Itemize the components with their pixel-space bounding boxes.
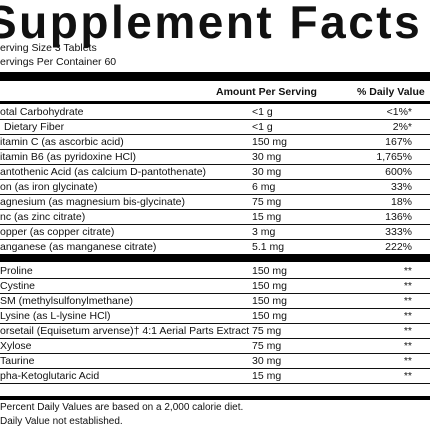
ingredient-name: Cystine <box>0 280 36 292</box>
amount-per-serving: 5.1 mg <box>252 241 285 253</box>
ingredient-name: Xylose <box>0 340 32 352</box>
ingredient-name: opper (as copper citrate) <box>0 226 115 238</box>
ingredient-name: Lysine (as L-lysine HCl) <box>0 310 111 322</box>
thick-divider <box>0 72 430 81</box>
daily-value: 18% <box>390 196 412 208</box>
daily-value: 600% <box>385 166 412 178</box>
daily-value: ** <box>403 310 412 322</box>
serving-size: erving Size 3 Tablets <box>0 42 97 54</box>
amount-per-serving: 150 mg <box>252 265 288 277</box>
amount-per-serving: 30 mg <box>252 151 282 163</box>
daily-value: ** <box>403 295 412 307</box>
amount-per-serving: <1 g <box>252 121 273 133</box>
ingredient-name: SM (methylsulfonylmethane) <box>0 295 134 307</box>
amount-per-serving: 15 mg <box>252 370 282 382</box>
daily-value: 1,765% <box>376 151 412 163</box>
table-row: pha-Ketoglutaric Acid 15 mg ** <box>0 370 430 384</box>
table-row: Dietary Fiber <1 g 2%* <box>0 121 430 135</box>
daily-value: ** <box>403 355 412 367</box>
table-row: itamin B6 (as pyridoxine HCl) 30 mg 1,765% <box>0 151 430 165</box>
ingredient-name: orsetail (Equisetum arvense)† 4:1 Aerial… <box>0 325 250 337</box>
daily-value: 136% <box>385 211 412 223</box>
daily-value: 33% <box>390 181 412 193</box>
amount-per-serving: 75 mg <box>252 196 282 208</box>
ingredient-name: pha-Ketoglutaric Acid <box>0 370 100 382</box>
daily-value: <1%* <box>386 106 412 118</box>
amount-per-serving: 30 mg <box>252 166 282 178</box>
amount-per-serving: 15 mg <box>252 211 282 223</box>
daily-value: 222% <box>385 241 412 253</box>
table-row: Proline 150 mg ** <box>0 265 430 279</box>
daily-value: 2%* <box>392 121 412 133</box>
amount-per-serving: <1 g <box>252 106 273 118</box>
daily-value: ** <box>403 280 412 292</box>
daily-value: 333% <box>385 226 412 238</box>
header-divider <box>0 101 430 104</box>
section-divider <box>0 254 430 262</box>
amount-per-serving: 150 mg <box>252 280 288 292</box>
amount-per-serving: 75 mg <box>252 325 282 337</box>
daily-value-header: % Daily Value <box>357 86 425 98</box>
table-row: opper (as copper citrate) 3 mg 333% <box>0 226 430 240</box>
ingredient-name: itamin B6 (as pyridoxine HCl) <box>0 151 136 163</box>
table-row: orsetail (Equisetum arvense)† 4:1 Aerial… <box>0 325 430 339</box>
servings-per-container: ervings Per Container 60 <box>0 56 117 68</box>
ingredient-name: Proline <box>0 265 33 277</box>
ingredient-name: Dietary Fiber <box>4 121 65 133</box>
ingredient-name: nc (as zinc citrate) <box>0 211 86 223</box>
amount-per-serving: 30 mg <box>252 355 282 367</box>
ingredient-name: otal Carbohydrate <box>0 106 84 118</box>
table-row: Taurine 30 mg ** <box>0 355 430 369</box>
amount-per-serving: 6 mg <box>252 181 276 193</box>
table-row: agnesium (as magnesium bis-glycinate) 75 … <box>0 196 430 210</box>
daily-value: ** <box>403 370 412 382</box>
table-row: nc (as zinc citrate) 15 mg 136% <box>0 211 430 225</box>
ingredient-name: agnesium (as magnesium bis-glycinate) <box>0 196 185 208</box>
amount-per-serving: 75 mg <box>252 340 282 352</box>
table-row: Xylose 75 mg ** <box>0 340 430 354</box>
table-row: Lysine (as L-lysine HCl) 150 mg ** <box>0 310 430 324</box>
amount-per-serving: 150 mg <box>252 310 288 322</box>
amount-per-serving: 3 mg <box>252 226 276 238</box>
ingredient-name: Taurine <box>0 355 35 367</box>
table-row: otal Carbohydrate <1 g <1%* <box>0 106 430 120</box>
daily-value: ** <box>403 325 412 337</box>
footer-divider <box>0 396 430 400</box>
amount-per-serving: 150 mg <box>252 295 288 307</box>
footnote-not-established: Daily Value not established. <box>0 416 123 427</box>
daily-value: ** <box>403 265 412 277</box>
table-row: Cystine 150 mg ** <box>0 280 430 294</box>
ingredient-name: on (as iron glycinate) <box>0 181 98 193</box>
daily-value: 167% <box>385 136 412 148</box>
ingredient-name: itamin C (as ascorbic acid) <box>0 136 124 148</box>
daily-value: ** <box>403 340 412 352</box>
table-row: antothenic Acid (as calcium D-pantothena… <box>0 166 430 180</box>
table-row: itamin C (as ascorbic acid) 150 mg 167% <box>0 136 430 150</box>
panel-title: Supplement Facts <box>0 0 423 48</box>
table-row: anganese (as manganese citrate) 5.1 mg 222… <box>0 241 430 255</box>
ingredient-name: antothenic Acid (as calcium D-pantothena… <box>0 166 207 178</box>
table-row: SM (methylsulfonylmethane) 150 mg ** <box>0 295 430 309</box>
amount-per-serving: 150 mg <box>252 136 288 148</box>
footnote-daily-value: Percent Daily Values are based on a 2,00… <box>0 402 244 413</box>
table-row: on (as iron glycinate) 6 mg 33% <box>0 181 430 195</box>
amount-header: Amount Per Serving <box>216 86 317 98</box>
ingredient-name: anganese (as manganese citrate) <box>0 241 157 253</box>
